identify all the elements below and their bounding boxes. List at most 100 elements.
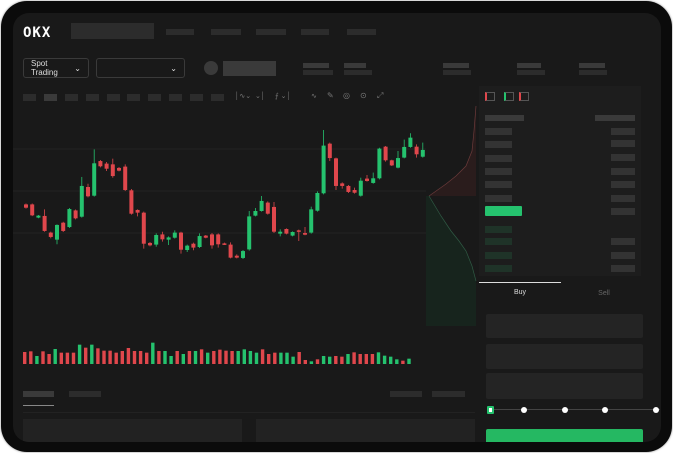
slider-mark-25[interactable] [521,407,527,413]
nav-item-4[interactable] [301,29,329,35]
slider-handle[interactable] [487,406,494,414]
buy-submit-button[interactable] [486,429,643,442]
slider-mark-75[interactable] [602,407,608,413]
indicator-icon[interactable]: ⌄│ [255,93,266,100]
candle-body [160,234,165,240]
slider-mark-100[interactable] [653,407,659,413]
volume-bar [138,351,143,364]
tab-order-history[interactable] [69,391,101,397]
tab-open-orders[interactable] [23,391,54,397]
order-amount [611,154,635,161]
volume-bar [358,354,362,364]
volume-bar [35,356,39,364]
settings-icon[interactable]: ⊙ [360,91,367,100]
candle-body [203,235,208,238]
slider-mark-50[interactable] [562,407,568,413]
volume-bar [370,354,375,364]
candle-body [79,185,84,217]
ask-price[interactable] [485,195,512,202]
market-selector[interactable]: Spot Trading ⌄ [23,58,89,78]
volume-bar [389,356,393,364]
amount-input[interactable] [486,344,643,369]
interval-button[interactable] [23,94,36,101]
fullscreen-icon[interactable]: ⤢ [377,91,384,100]
volume-bar [114,352,118,364]
candle-body [166,237,171,240]
volume-bar [254,352,259,364]
price-input[interactable] [486,314,643,338]
bid-price[interactable] [485,265,512,272]
volume-bar [315,359,320,364]
candle-body [303,233,307,235]
tab-buy[interactable]: Buy [513,289,527,296]
volume-bar [206,352,210,364]
candle-body [383,146,388,161]
total-input[interactable] [486,373,643,399]
candle-body [272,206,276,232]
interval-button[interactable] [211,94,224,101]
candle-body [30,204,35,216]
candle-body [141,212,146,244]
volume-bar [242,349,246,364]
volume-bar [364,354,368,364]
volume-bar [267,354,271,364]
volume-bar [71,352,76,364]
candle-body [340,183,345,186]
nav-item-2[interactable] [211,29,241,35]
price-display [223,61,276,76]
nav-item-1[interactable] [166,29,194,35]
orderbook-asks-icon[interactable] [519,92,529,101]
interval-button[interactable] [190,94,203,101]
nav-item-3[interactable] [256,29,286,35]
orderbook-bids-icon[interactable] [504,92,514,101]
nav-item-5[interactable] [347,29,376,35]
interval-button[interactable] [148,94,161,101]
volume-bar [29,351,33,364]
active-tab-underline [23,405,54,406]
candle-body [86,187,90,197]
ask-price[interactable] [485,128,512,135]
tab-sell[interactable]: Sell [598,290,610,297]
ask-price[interactable] [485,141,512,148]
chevron-down-icon: ⌄ [74,63,81,73]
filter-button[interactable] [432,391,465,397]
bid-price[interactable] [485,238,512,245]
target-icon[interactable]: ◎ [343,91,350,100]
volume-bar [65,352,70,364]
volume-bar [59,352,63,364]
interval-button[interactable] [107,94,120,101]
volume-bar [90,344,94,364]
ask-price[interactable] [485,155,512,162]
interval-button[interactable] [169,94,182,101]
candlestick-chart[interactable] [13,106,426,381]
fx-icon[interactable]: ⨍ ⌄│ [275,93,291,100]
okx-logo[interactable]: OKX [23,25,52,41]
search-bar[interactable] [71,23,154,39]
ask-price[interactable] [485,168,512,175]
pair-selector[interactable]: ⌄ [96,58,185,78]
candle-body [278,231,283,234]
candle-body [104,163,109,169]
orders-panel [23,419,242,442]
chart-type-icon[interactable]: │∿⌄ [235,93,252,100]
volume-bar [260,349,265,364]
line-icon[interactable]: ∿ [311,93,317,100]
volume-bar [340,356,344,364]
interval-button[interactable] [127,94,140,101]
bid-price[interactable] [485,252,512,259]
interval-button[interactable] [65,94,78,101]
interval-button[interactable] [86,94,99,101]
assets-panel [256,419,475,442]
bid-price[interactable] [485,226,512,233]
candle-body [241,251,245,258]
candle-body [352,190,357,193]
slider-track[interactable] [490,409,660,410]
filter-button[interactable] [390,391,422,397]
orderbook-both-icon[interactable] [485,92,495,101]
candle-body [135,209,140,213]
interval-button-active[interactable] [44,94,57,101]
ask-price[interactable] [485,181,512,188]
volume-bar [108,350,112,364]
pencil-icon[interactable]: ✎ [327,91,334,100]
